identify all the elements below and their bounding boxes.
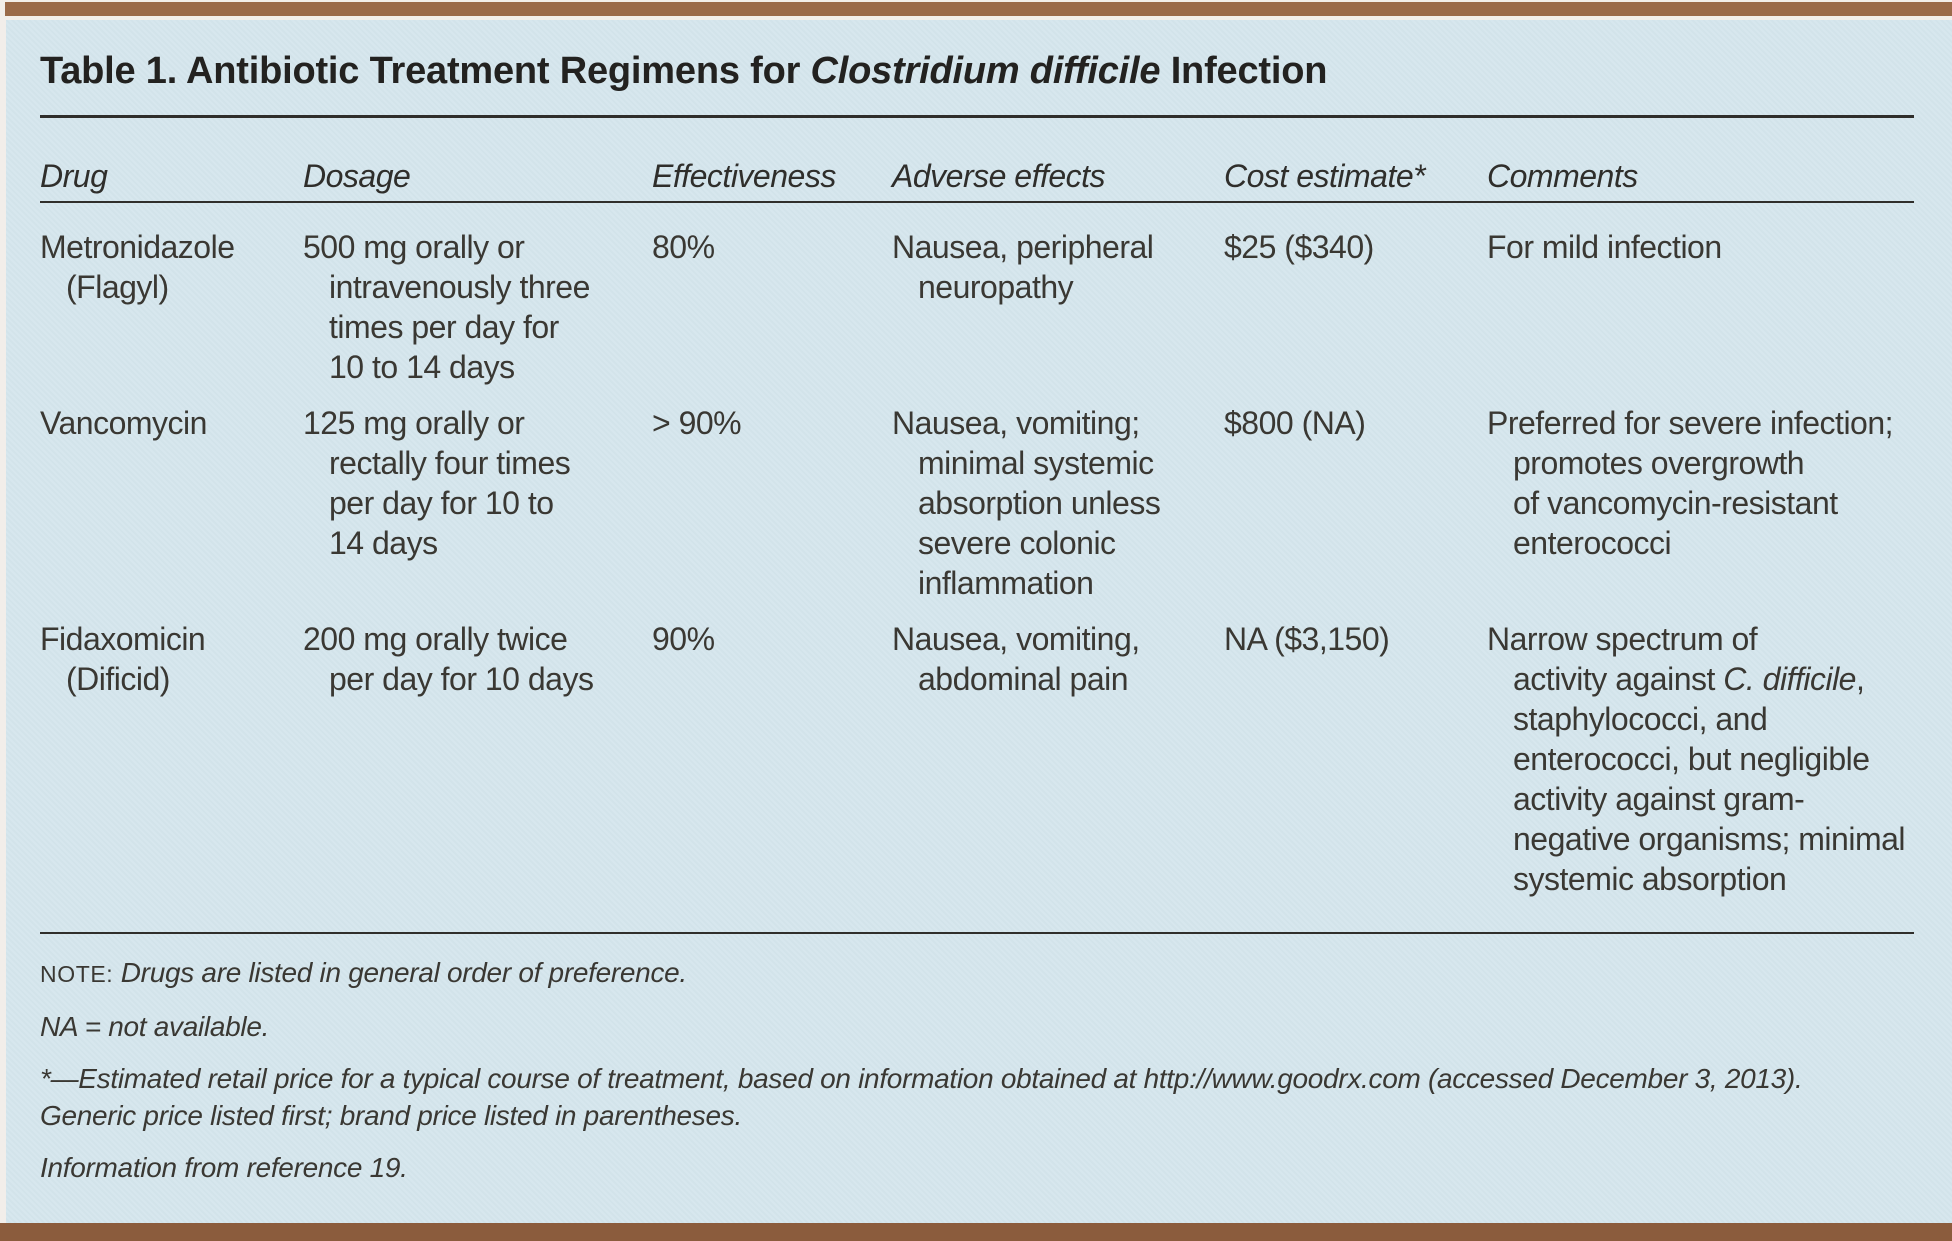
- column-header-drug: Drug: [40, 158, 108, 194]
- cell-line: Nausea, peripheral: [892, 229, 1154, 265]
- table-cell: Metronidazole (Flagyl): [40, 227, 303, 387]
- table-row: Vancomycin 125 mg orally or rectally four …: [40, 403, 1914, 603]
- table-cell: Narrow spectrum of activity against C. di…: [1487, 619, 1914, 899]
- column-header-effectiveness: Effectiveness: [652, 158, 836, 194]
- cell-line: rectally four times: [329, 445, 571, 481]
- cell-line: staphylococci, and: [1513, 701, 1768, 737]
- cell-line: $25 ($340): [1224, 229, 1374, 265]
- text: ,: [1855, 661, 1865, 697]
- footer-rule: [40, 932, 1914, 934]
- italic-text: C. difficile: [1723, 661, 1856, 697]
- table-cell: NA ($3,150): [1224, 619, 1487, 899]
- footnote-line: Generic price listed first; brand price …: [40, 1100, 742, 1131]
- cell-line: NA ($3,150): [1224, 621, 1390, 657]
- cell-line: Metronidazole: [40, 229, 235, 265]
- cell-line: 10 to 14 days: [329, 349, 515, 385]
- cell-line: > 90%: [652, 405, 742, 441]
- table-cell: 200 mg orally twice per day for 10 days: [303, 619, 652, 899]
- italic-text: Drugs are listed in general order of pre…: [113, 957, 687, 988]
- cell-line: per day for 10 days: [329, 661, 594, 697]
- cell-line: 125 mg orally or: [303, 405, 525, 441]
- cell-line: 90%: [652, 621, 715, 657]
- table-cell: Nausea, vomiting, abdominal pain: [892, 619, 1224, 899]
- table-row: Metronidazole (Flagyl) 500 mg orally or int…: [40, 227, 1914, 387]
- cell-line: per day for 10 to: [329, 485, 554, 521]
- cell-line: activity against C. difficile,: [1487, 659, 1914, 699]
- cell-line: abdominal pain: [918, 661, 1129, 697]
- footnote: *—Estimated retail price for a typical c…: [40, 1060, 1914, 1134]
- bottom-accent-bar: [0, 1223, 1952, 1241]
- cell-line: inflammation: [918, 565, 1094, 601]
- footnote: NA = not available.: [40, 1008, 1914, 1045]
- footnote-line: NA = not available.: [40, 1011, 270, 1042]
- cell-line: Nausea, vomiting,: [892, 621, 1140, 657]
- cell-line: minimal systemic: [918, 445, 1154, 481]
- top-accent-bar: [5, 2, 1952, 16]
- cell-line: 200 mg orally twice: [303, 621, 568, 657]
- table-cell: Nausea, vomiting; minimal systemic absorpt…: [892, 403, 1224, 603]
- cell-line: promotes overgrowth: [1513, 445, 1805, 481]
- table-header-row: Drug Dosage Effectiveness Adverse effects Co…: [40, 156, 1914, 196]
- text: Table 1. Antibiotic Treatment Regimens f…: [40, 50, 811, 92]
- cell-line: 500 mg orally or: [303, 229, 525, 265]
- table-cell: Fidaxomicin (Dificid): [40, 619, 303, 899]
- table-cell: > 90%: [652, 403, 892, 603]
- cell-line: neuropathy: [918, 269, 1074, 305]
- cell-line: Preferred for severe infection;: [1487, 405, 1894, 441]
- cell-line: absorption unless: [918, 485, 1161, 521]
- footnote-line: *—Estimated retail price for a typical c…: [40, 1063, 1803, 1094]
- cell-line: 14 days: [329, 525, 438, 561]
- smallcaps-text: NOTE:: [40, 961, 114, 987]
- cell-line: Nausea, vomiting;: [892, 405, 1140, 441]
- cell-line: 80%: [652, 229, 715, 265]
- column-header-dosage: Dosage: [303, 158, 411, 194]
- cell-line: times per day for: [329, 309, 559, 345]
- cell-line: systemic absorption: [1513, 861, 1787, 897]
- footnote-line: Information from reference 19.: [40, 1152, 408, 1183]
- cell-line: activity against gram-: [1513, 781, 1805, 817]
- cell-line: (Flagyl): [66, 269, 169, 305]
- table-cell: 500 mg orally or intravenously three times…: [303, 227, 652, 387]
- footnotes: NOTE: Drugs are listed in general order …: [40, 934, 1914, 1186]
- cell-line: of vancomycin-resistant: [1513, 485, 1838, 521]
- table-cell: Preferred for severe infection; promotes …: [1487, 403, 1914, 603]
- table-cell: $25 ($340): [1224, 227, 1487, 387]
- table-cell: 80%: [652, 227, 892, 387]
- title-rule: [40, 115, 1914, 118]
- table-row: Fidaxomicin (Dificid) 200 mg orally twice p…: [40, 619, 1914, 899]
- column-header-adverse-effects: Adverse effects: [892, 158, 1106, 194]
- header-rule: [40, 201, 1914, 203]
- cell-line: enterococci: [1513, 525, 1672, 561]
- table-cell: For mild infection: [1487, 227, 1914, 387]
- footnote-line: NOTE: Drugs are listed in general order …: [40, 954, 1914, 993]
- cell-line: severe colonic: [918, 525, 1116, 561]
- column-header-comments: Comments: [1487, 158, 1638, 194]
- table-cell: 90%: [652, 619, 892, 899]
- cell-line: negative organisms; minimal: [1513, 821, 1906, 857]
- footnote: Information from reference 19.: [40, 1149, 1914, 1186]
- text: Infection: [1160, 50, 1328, 92]
- table-body: Metronidazole (Flagyl) 500 mg orally or int…: [40, 227, 1914, 899]
- italic-text: Clostridium difficile: [810, 50, 1161, 92]
- text: activity against: [1513, 661, 1724, 697]
- cell-line: $800 (NA): [1224, 405, 1366, 441]
- table-cell: 125 mg orally or rectally four times per d…: [303, 403, 652, 603]
- cell-line: Narrow spectrum of: [1487, 621, 1758, 657]
- table-title: Table 1. Antibiotic Treatment Regimens f…: [40, 48, 1914, 94]
- table-cell: Vancomycin: [40, 403, 303, 603]
- column-header-cost-estimate: Cost estimate*: [1224, 158, 1426, 194]
- cell-line: Fidaxomicin: [40, 621, 206, 657]
- table-panel: Table 1. Antibiotic Treatment Regimens f…: [6, 20, 1952, 1223]
- table-cell: $800 (NA): [1224, 403, 1487, 603]
- cell-line: enterococci, but negligible: [1513, 741, 1870, 777]
- footnote: NOTE: Drugs are listed in general order …: [40, 954, 1914, 993]
- table-cell: Nausea, peripheral neuropathy: [892, 227, 1224, 387]
- cell-line: (Dificid): [66, 661, 170, 697]
- cell-line: For mild infection: [1487, 229, 1722, 265]
- cell-line: intravenously three: [329, 269, 590, 305]
- cell-line: Vancomycin: [40, 405, 207, 441]
